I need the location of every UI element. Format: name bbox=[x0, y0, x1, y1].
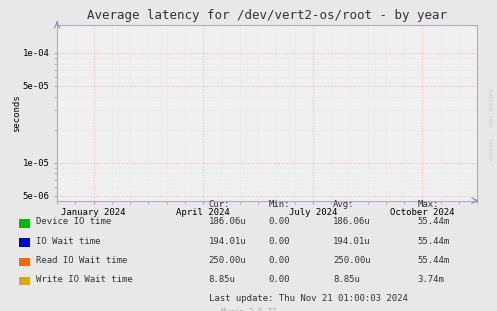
Text: Read IO Wait time: Read IO Wait time bbox=[36, 256, 127, 265]
Text: Last update: Thu Nov 21 01:00:03 2024: Last update: Thu Nov 21 01:00:03 2024 bbox=[209, 294, 408, 303]
Text: 55.44m: 55.44m bbox=[417, 217, 450, 226]
Text: Avg:: Avg: bbox=[333, 200, 354, 209]
Text: 8.85u: 8.85u bbox=[209, 275, 236, 284]
Text: 250.00u: 250.00u bbox=[209, 256, 247, 265]
Text: Max:: Max: bbox=[417, 200, 439, 209]
Title: Average latency for /dev/vert2-os/root - by year: Average latency for /dev/vert2-os/root -… bbox=[87, 9, 447, 22]
Text: 186.06u: 186.06u bbox=[209, 217, 247, 226]
Text: 0.00: 0.00 bbox=[268, 275, 290, 284]
Text: Cur:: Cur: bbox=[209, 200, 230, 209]
Text: 55.44m: 55.44m bbox=[417, 256, 450, 265]
Text: 186.06u: 186.06u bbox=[333, 217, 371, 226]
Text: 194.01u: 194.01u bbox=[333, 236, 371, 245]
Text: 250.00u: 250.00u bbox=[333, 256, 371, 265]
Text: Min:: Min: bbox=[268, 200, 290, 209]
Y-axis label: seconds: seconds bbox=[12, 94, 21, 132]
Text: Write IO Wait time: Write IO Wait time bbox=[36, 275, 133, 284]
Text: 0.00: 0.00 bbox=[268, 236, 290, 245]
Text: Device IO time: Device IO time bbox=[36, 217, 111, 226]
Text: IO Wait time: IO Wait time bbox=[36, 236, 100, 245]
Text: 194.01u: 194.01u bbox=[209, 236, 247, 245]
Text: 0.00: 0.00 bbox=[268, 217, 290, 226]
Text: Munin 2.0.73: Munin 2.0.73 bbox=[221, 308, 276, 311]
Text: 3.74m: 3.74m bbox=[417, 275, 444, 284]
Text: RRDTOOL / TOBI OETIKER: RRDTOOL / TOBI OETIKER bbox=[490, 89, 495, 160]
Text: 8.85u: 8.85u bbox=[333, 275, 360, 284]
Text: 55.44m: 55.44m bbox=[417, 236, 450, 245]
Text: 0.00: 0.00 bbox=[268, 256, 290, 265]
